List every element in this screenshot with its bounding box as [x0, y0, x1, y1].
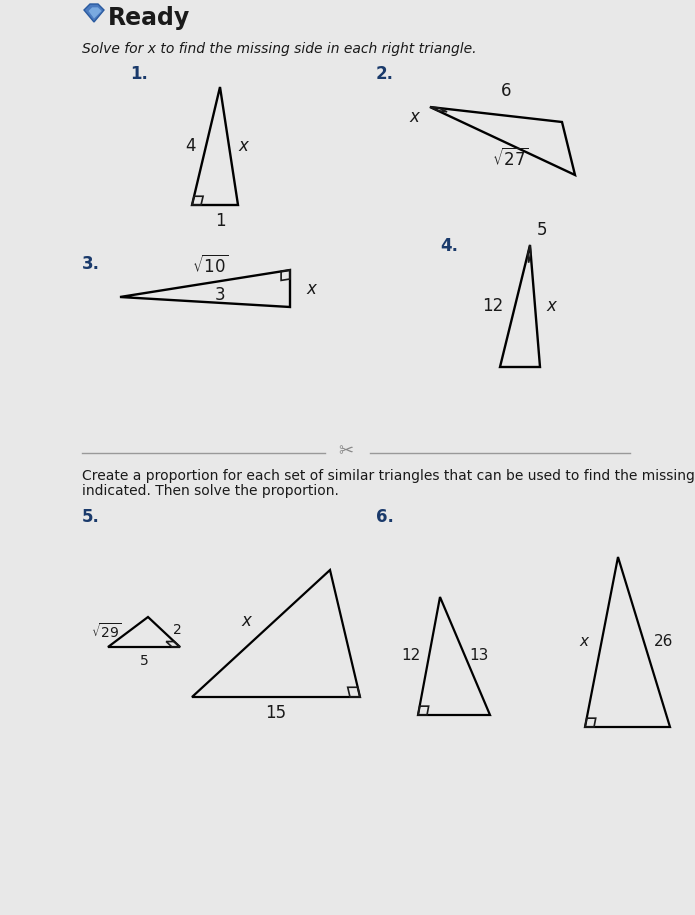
- Text: x: x: [306, 279, 316, 297]
- Text: 1.: 1.: [130, 65, 148, 83]
- Text: 13: 13: [469, 649, 489, 663]
- Text: 26: 26: [654, 634, 673, 650]
- Text: 1: 1: [215, 212, 225, 230]
- Text: x: x: [409, 108, 419, 126]
- Text: 5.: 5.: [82, 508, 100, 526]
- Text: $\sqrt{10}$: $\sqrt{10}$: [192, 254, 229, 276]
- Text: 6.: 6.: [376, 508, 394, 526]
- Text: $\sqrt{27}$: $\sqrt{27}$: [492, 148, 529, 170]
- Text: $\sqrt{29}$: $\sqrt{29}$: [90, 622, 122, 641]
- Text: 3: 3: [215, 286, 225, 304]
- Text: 12: 12: [402, 649, 420, 663]
- Text: Create a proportion for each set of similar triangles that can be used to find t: Create a proportion for each set of simi…: [82, 469, 695, 483]
- Polygon shape: [88, 7, 102, 19]
- Text: ✂︎: ✂︎: [339, 442, 354, 460]
- Text: 4: 4: [185, 137, 195, 155]
- Text: x: x: [241, 612, 251, 630]
- Text: 2: 2: [172, 623, 181, 637]
- Text: 12: 12: [482, 297, 504, 315]
- Text: 2.: 2.: [376, 65, 394, 83]
- Text: 6: 6: [501, 82, 512, 100]
- Text: Ready: Ready: [108, 6, 190, 30]
- Text: 3.: 3.: [82, 255, 100, 273]
- Text: 5: 5: [537, 221, 547, 239]
- Text: x: x: [546, 297, 556, 315]
- Text: 15: 15: [265, 704, 286, 722]
- Text: x: x: [579, 634, 588, 650]
- Polygon shape: [84, 4, 104, 22]
- Text: indicated. Then solve the proportion.: indicated. Then solve the proportion.: [82, 484, 339, 498]
- Text: 5: 5: [140, 654, 148, 668]
- Text: x: x: [238, 137, 248, 155]
- Text: Solve for x to find the missing side in each right triangle.: Solve for x to find the missing side in …: [82, 42, 477, 56]
- Text: 4.: 4.: [440, 237, 458, 255]
